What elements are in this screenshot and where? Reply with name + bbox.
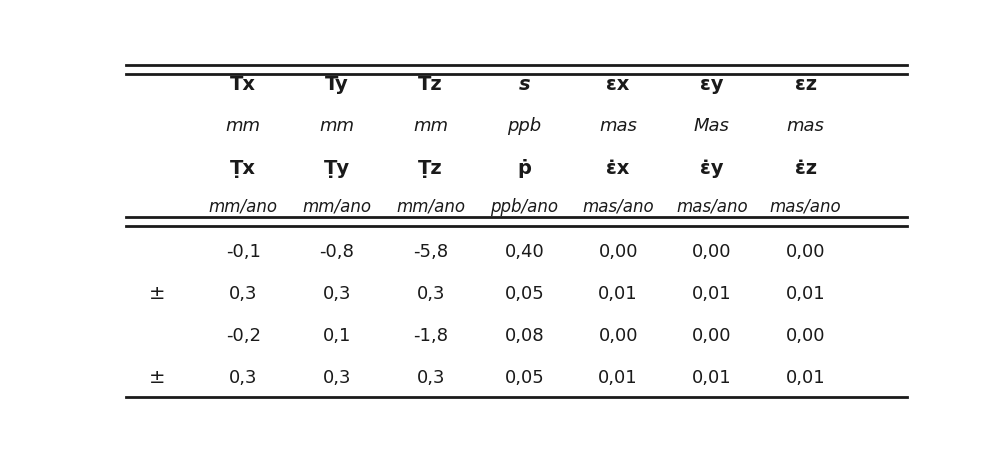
Text: ppb/ano: ppb/ano <box>491 197 558 216</box>
Text: -5,8: -5,8 <box>413 243 449 261</box>
Text: 0,05: 0,05 <box>505 369 544 387</box>
Text: 0,3: 0,3 <box>229 285 257 303</box>
Text: εx: εx <box>607 75 630 94</box>
Text: mas/ano: mas/ano <box>583 197 654 216</box>
Text: 0,01: 0,01 <box>692 369 732 387</box>
Text: Mas: Mas <box>694 117 730 135</box>
Text: Ty: Ty <box>325 75 349 94</box>
Text: mas: mas <box>599 117 637 135</box>
Text: -0,8: -0,8 <box>320 243 355 261</box>
Text: mm/ano: mm/ano <box>302 197 371 216</box>
Text: 0,01: 0,01 <box>692 285 732 303</box>
Text: 0,3: 0,3 <box>416 285 445 303</box>
Text: Ṭx: Ṭx <box>230 158 256 178</box>
Text: Ṭy: Ṭy <box>324 158 350 178</box>
Text: mm: mm <box>226 117 261 135</box>
Text: ±: ± <box>149 285 165 303</box>
Text: s: s <box>518 75 530 94</box>
Text: ±: ± <box>149 368 165 387</box>
Text: εy: εy <box>701 75 724 94</box>
Text: 0,00: 0,00 <box>692 243 732 261</box>
Text: ε̇x: ε̇x <box>607 158 630 178</box>
Text: Tz: Tz <box>418 75 443 94</box>
Text: 0,08: 0,08 <box>505 327 544 345</box>
Text: mas: mas <box>786 117 825 135</box>
Text: -0,2: -0,2 <box>226 327 261 345</box>
Text: mm: mm <box>320 117 355 135</box>
Text: mas/ano: mas/ano <box>770 197 842 216</box>
Text: ṗ: ṗ <box>517 158 531 178</box>
Text: Tx: Tx <box>230 75 256 94</box>
Text: ε̇z: ε̇z <box>794 158 816 178</box>
Text: 0,01: 0,01 <box>599 285 638 303</box>
Text: 0,00: 0,00 <box>599 243 638 261</box>
Text: mm/ano: mm/ano <box>396 197 465 216</box>
Text: 0,00: 0,00 <box>692 327 732 345</box>
Text: ε̇y: ε̇y <box>701 158 724 178</box>
Text: 0,01: 0,01 <box>786 369 826 387</box>
Text: mm: mm <box>413 117 449 135</box>
Text: εz: εz <box>794 75 816 94</box>
Text: 0,1: 0,1 <box>323 327 351 345</box>
Text: ppb: ppb <box>507 117 541 135</box>
Text: 0,3: 0,3 <box>323 285 351 303</box>
Text: -1,8: -1,8 <box>413 327 449 345</box>
Text: -0,1: -0,1 <box>226 243 261 261</box>
Text: Ṭz: Ṭz <box>418 158 443 178</box>
Text: 0,3: 0,3 <box>229 369 257 387</box>
Text: 0,05: 0,05 <box>505 285 544 303</box>
Text: 0,00: 0,00 <box>786 243 826 261</box>
Text: 0,00: 0,00 <box>786 327 826 345</box>
Text: 0,01: 0,01 <box>599 369 638 387</box>
Text: 0,3: 0,3 <box>323 369 351 387</box>
Text: mas/ano: mas/ano <box>676 197 748 216</box>
Text: 0,40: 0,40 <box>505 243 544 261</box>
Text: 0,00: 0,00 <box>599 327 638 345</box>
Text: 0,3: 0,3 <box>416 369 445 387</box>
Text: mm/ano: mm/ano <box>209 197 277 216</box>
Text: 0,01: 0,01 <box>786 285 826 303</box>
